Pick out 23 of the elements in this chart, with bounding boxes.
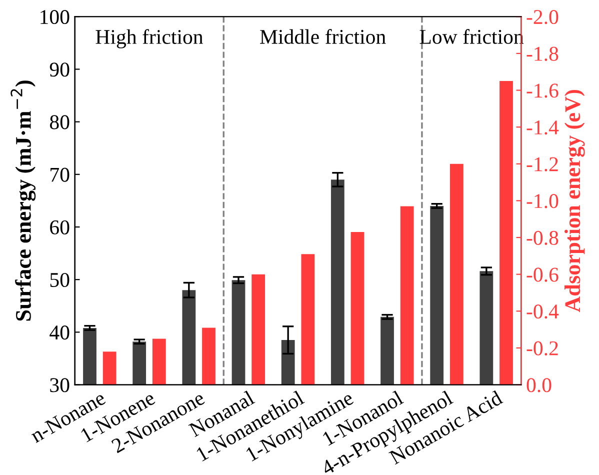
y2-tick-label: -1.2 (526, 157, 558, 172)
y2-tick-label: -0.8 (526, 230, 558, 246)
y-tick-label: 50 (50, 272, 70, 288)
y2-tick-label: -1.4 (526, 120, 559, 135)
annotation: High friction (96, 29, 204, 48)
y-tick-label: 40 (50, 326, 70, 340)
y-tick-label: 60 (50, 220, 70, 234)
y-axis-title: Surface energy (mJ·m$^{−2}$) (10, 80, 36, 321)
y-tick-label: 90 (50, 62, 70, 77)
y-tick-label: 100 (40, 10, 70, 24)
y2-tick-label: 0.0 (526, 378, 552, 392)
y2-tick-label: -1.0 (526, 194, 558, 208)
y2-tick-label: -1.6 (526, 84, 558, 98)
y-tick-label: 80 (50, 115, 70, 130)
y2-tick-label: -0.4 (526, 304, 559, 319)
y2-tick-label: -1.8 (526, 46, 558, 61)
y2-tick-label: -2.0 (526, 10, 558, 24)
y-tick-label: 70 (50, 168, 70, 182)
y2-axis-title: Adsorption energy (eV) (564, 90, 585, 312)
y2-tick-label: -0.6 (526, 268, 558, 282)
y-tick-label: 30 (50, 378, 70, 392)
y2-tick-label: -0.2 (526, 341, 558, 356)
annotation: Middle friction (260, 29, 386, 44)
